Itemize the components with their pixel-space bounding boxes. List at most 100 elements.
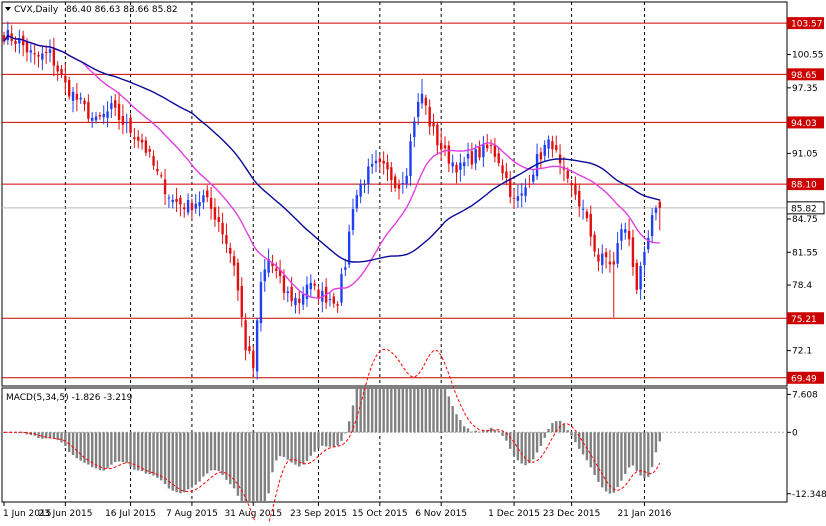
candle-up <box>401 183 405 185</box>
macd-bar <box>67 432 71 453</box>
candle-up <box>616 243 619 264</box>
candle-down <box>248 346 251 351</box>
candle-up <box>106 111 109 118</box>
candle-down <box>236 262 240 291</box>
candle-up <box>547 139 550 149</box>
candle-down <box>424 97 428 106</box>
candle-down <box>282 275 286 293</box>
macd-bar <box>232 432 236 489</box>
candle-up <box>405 175 408 184</box>
candle-up <box>459 162 462 170</box>
candle-up <box>413 121 416 138</box>
macd-bar <box>378 388 382 433</box>
candle-up <box>29 50 33 53</box>
candle-down <box>486 144 489 149</box>
macd-bar <box>370 388 374 433</box>
candle-down <box>2 35 6 42</box>
macd-bar <box>60 432 63 443</box>
candle-up <box>535 154 539 177</box>
macd-bar <box>121 432 125 463</box>
macd-bar <box>110 432 113 465</box>
candle-down <box>539 152 543 160</box>
candle-down <box>336 304 339 306</box>
candle-down <box>244 320 247 351</box>
macd-bar <box>647 432 650 477</box>
macd-bar <box>516 432 520 461</box>
y-tick-label: 91.05 <box>792 149 818 159</box>
macd-bar <box>436 388 439 433</box>
candle-down <box>213 207 217 220</box>
candle-up <box>474 149 477 164</box>
level-label: 75.21 <box>791 315 817 325</box>
candle-up <box>650 215 654 236</box>
x-tick-label: 7 Aug 2015 <box>166 509 218 519</box>
candle-down <box>332 296 336 304</box>
candle-down <box>578 190 581 207</box>
macd-bar <box>41 432 44 439</box>
macd-bar <box>286 432 289 460</box>
macd-bar <box>328 432 332 447</box>
macd-bar <box>236 432 240 496</box>
macd-bar <box>535 432 539 453</box>
macd-bar <box>539 432 543 446</box>
macd-bar <box>217 432 220 472</box>
macd-bar <box>416 388 420 433</box>
macd-bar <box>129 432 132 467</box>
macd-bar <box>551 423 554 433</box>
macd-bar <box>225 432 228 480</box>
candle-down <box>137 136 140 141</box>
macd-bar <box>244 432 247 502</box>
macd-bar <box>56 432 59 441</box>
dropdown-triangle-icon <box>5 7 11 11</box>
macd-bar <box>259 432 263 502</box>
candle-down <box>64 75 67 83</box>
candle-down <box>229 247 232 254</box>
candle-up <box>321 290 324 302</box>
macd-bar <box>190 432 194 488</box>
macd-bar <box>367 388 370 433</box>
candle-up <box>639 266 642 290</box>
x-tick-label: 21 Jan 2016 <box>617 509 671 519</box>
x-tick-label: 31 Aug 2015 <box>224 509 282 519</box>
candle-up <box>305 284 309 299</box>
macd-bar <box>52 432 56 439</box>
x-tick-label: 23 Dec 2015 <box>543 509 601 519</box>
candle-down <box>589 213 592 237</box>
macd-bar <box>152 432 155 476</box>
candle-up <box>624 229 627 233</box>
candle-down <box>428 106 431 127</box>
candle-down <box>183 207 186 210</box>
macd-y-tick-label: 0 <box>792 428 798 438</box>
macd-bar <box>409 388 412 433</box>
candle-up <box>355 195 359 209</box>
candle-up <box>620 229 623 241</box>
macd-bar <box>298 432 301 467</box>
candle-up <box>520 193 523 196</box>
candle-up <box>91 117 94 121</box>
candle-up <box>171 199 174 203</box>
candle-down <box>217 217 220 222</box>
macd-bar <box>627 432 631 468</box>
macd-bar <box>455 414 458 433</box>
candle-down <box>56 65 59 72</box>
candle-down <box>163 179 167 195</box>
macd-bar <box>336 432 339 446</box>
macd-bar <box>474 430 477 433</box>
macd-bar <box>386 388 389 433</box>
candle-up <box>370 163 374 167</box>
candle-down <box>512 197 516 199</box>
macd-bar <box>439 388 443 433</box>
candle-up <box>186 200 190 213</box>
candle-down <box>566 170 569 179</box>
macd-bar <box>631 432 635 466</box>
macd-bar <box>114 432 117 463</box>
macd-bar <box>305 432 309 462</box>
candle-up <box>202 195 205 203</box>
macd-bar <box>401 388 405 433</box>
level-label: 94.03 <box>791 119 817 129</box>
macd-bar <box>643 432 646 479</box>
candle-down <box>447 145 451 164</box>
candle-up <box>524 187 527 196</box>
candle-up <box>516 196 520 201</box>
macd-bar <box>382 388 385 433</box>
